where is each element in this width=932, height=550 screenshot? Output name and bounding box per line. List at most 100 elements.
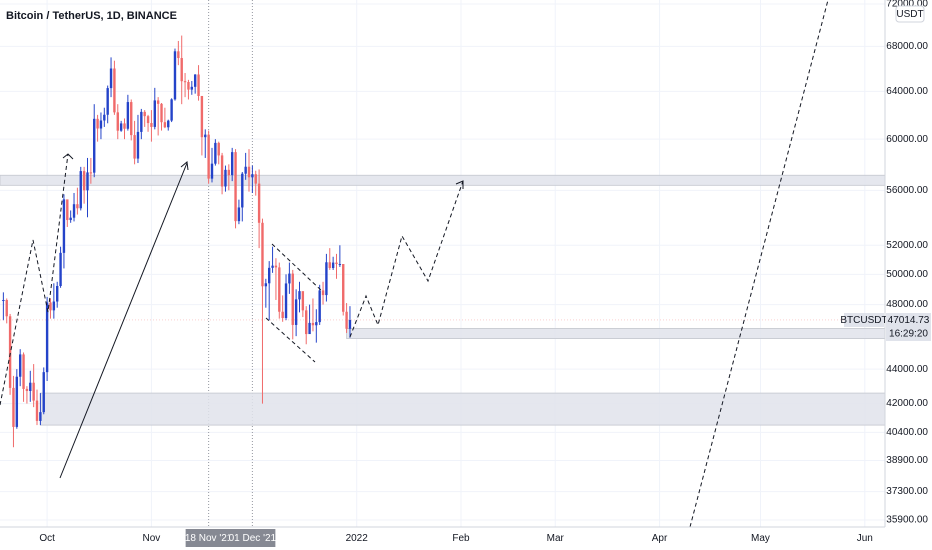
candle-body <box>133 135 136 159</box>
x-tick-label: Oct <box>39 533 55 544</box>
price-axis <box>885 0 932 550</box>
candle-body <box>207 134 210 179</box>
candle-body <box>5 299 8 317</box>
grid-layer <box>0 0 885 527</box>
channel-line <box>271 243 324 293</box>
candle-body <box>311 322 315 326</box>
candle-body <box>318 290 321 323</box>
candle-body <box>113 68 116 113</box>
chart-title: Bitcoin / TetherUS, 1D, BINANCE <box>6 10 177 22</box>
candle-body <box>153 100 156 127</box>
candle-body <box>177 51 180 59</box>
candle-body <box>247 166 251 178</box>
candle-body <box>82 171 86 191</box>
trend-arrow <box>59 162 188 479</box>
candle-body <box>342 264 345 312</box>
arrow-head <box>180 161 189 171</box>
candle-body <box>328 262 331 268</box>
candle-body <box>62 199 66 253</box>
candle-body <box>234 152 237 222</box>
arrow-head <box>455 180 464 189</box>
currency[interactable]: USDT <box>896 9 923 20</box>
candle-body <box>230 152 234 176</box>
y-tick-label: 60000.00 <box>886 134 928 145</box>
axis-layer: 72000.00 68000.00 64000.00 60000.00 56000.00… <box>39 0 928 547</box>
candle-body <box>35 400 39 421</box>
candle-body <box>56 285 59 302</box>
channel-line <box>265 317 316 363</box>
candle-body <box>237 207 241 222</box>
y-tick-label: 37300.00 <box>886 486 928 497</box>
y-tick-label: 38900.00 <box>886 455 928 466</box>
x-tick-label: Apr <box>652 533 668 544</box>
candle-body <box>170 99 173 121</box>
y-tick-label: 35900.00 <box>886 515 928 526</box>
candle-body <box>96 118 99 129</box>
candle-body <box>49 302 52 311</box>
candle-body <box>244 166 247 174</box>
candle-body <box>251 174 254 178</box>
candle-body <box>210 163 214 179</box>
candle-body <box>261 222 264 287</box>
candle-body <box>12 387 15 427</box>
candle-body <box>79 171 82 209</box>
candle-body <box>72 204 76 218</box>
candle-body <box>338 264 342 266</box>
candle-body <box>257 183 261 223</box>
candle-body <box>200 95 204 138</box>
candle-body <box>308 322 311 335</box>
x-tick-label: Nov <box>143 533 161 544</box>
candle-body <box>119 123 123 131</box>
candle-body <box>2 299 5 301</box>
candle-body <box>42 372 45 413</box>
candle-body <box>214 142 217 164</box>
candle-body <box>281 311 284 319</box>
zone <box>39 392 886 426</box>
zone <box>0 174 886 186</box>
candle-body <box>254 174 257 184</box>
candle-body <box>224 169 227 187</box>
projection-path <box>0 153 69 406</box>
candle-body <box>45 302 49 373</box>
x-tick-label: Feb <box>452 533 470 544</box>
candle-body <box>136 131 140 159</box>
candle-body <box>345 311 348 329</box>
candle-body <box>109 68 113 89</box>
candle-body <box>156 100 160 104</box>
y-tick-label: 56000.00 <box>886 185 928 196</box>
candle-body <box>99 120 103 129</box>
zone <box>346 328 886 339</box>
countdown: 16:29:20 <box>889 329 928 340</box>
y-tick-label: 42000.00 <box>886 398 928 409</box>
candle-body <box>315 322 318 326</box>
crosshair-label-box <box>229 529 276 547</box>
candle-body <box>69 217 72 221</box>
candle-body <box>8 316 12 388</box>
x-tick-label: 2022 <box>346 533 369 544</box>
candle-body <box>241 173 244 208</box>
candle-body <box>197 74 200 96</box>
x-tick-label: May <box>751 533 770 544</box>
candle-body <box>187 82 190 90</box>
candle-body <box>284 283 288 319</box>
candle-body <box>288 273 291 284</box>
projection-path <box>349 180 464 338</box>
x-tick-label: Jun <box>857 533 873 544</box>
candle-body <box>274 265 278 268</box>
y-tick-label: 44000.00 <box>886 364 928 375</box>
candle-body <box>220 155 224 187</box>
candle-body <box>106 88 109 115</box>
candle-body <box>301 291 305 311</box>
symbol: BTCUSDT <box>840 315 887 326</box>
candle-body <box>268 267 271 284</box>
candle-body <box>76 204 79 209</box>
last-price: 47014.73 <box>888 315 930 326</box>
candle-body <box>123 123 126 129</box>
candle-body <box>22 354 25 389</box>
candle-body <box>294 299 298 325</box>
candle-body <box>15 376 19 427</box>
candle-body <box>146 116 150 124</box>
candle-body <box>52 301 56 311</box>
currency-box[interactable] <box>895 5 925 23</box>
